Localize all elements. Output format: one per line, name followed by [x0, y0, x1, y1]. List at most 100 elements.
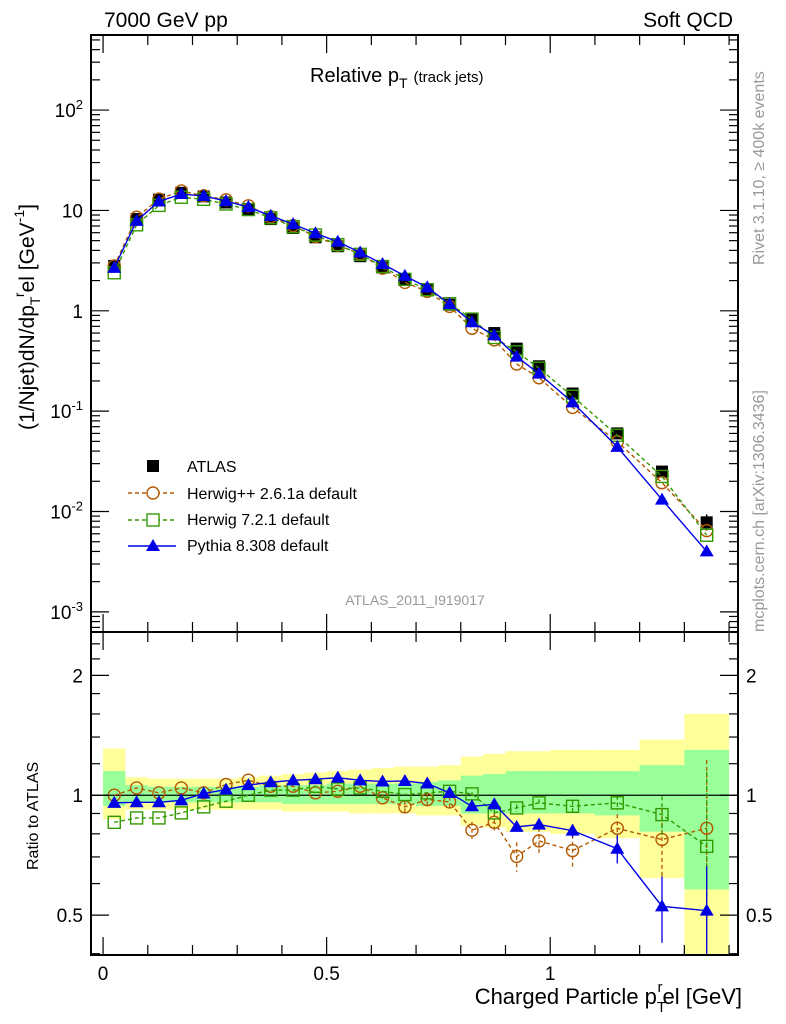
ratio-y-axis-label: Ratio to ATLAS [25, 762, 42, 870]
ratio-point-herwig-7-2-1-default [219, 794, 233, 808]
data-point-herwig-7-2-1-default [700, 528, 714, 542]
ratio-point-pythia-8-308-default [353, 773, 368, 786]
data-point-pythia-8-308-default [286, 217, 301, 230]
legend-marker-pythia [146, 539, 160, 551]
ratio-y-tick-label: 0.5 [57, 906, 83, 927]
band-green-bin [527, 771, 551, 814]
ratio-point-herwig-7-2-1-default [331, 782, 345, 796]
ratio-point-pythia-8-308-default [442, 785, 457, 798]
ratio-y-tick-label: 1 [72, 786, 83, 807]
data-point-pythia-8-308-default [610, 439, 625, 452]
ratio-point-herwig-7-2-1-default [655, 807, 669, 822]
y-tick-label: 1 [72, 302, 83, 323]
data-point-pythia-8-308-default [397, 268, 412, 281]
data-point-pythia-8-308-default [375, 257, 390, 270]
band-green-bin [594, 771, 640, 816]
data-point-pythia-8-308-default [353, 245, 368, 258]
data-point-atlas [655, 465, 668, 478]
ratio-point-herwig-7-2-1-default [398, 787, 412, 802]
ratio-point-pythia-8-308-default [196, 786, 211, 799]
ratio-y-tick-label: 2 [72, 666, 83, 687]
y-tick-label: 10-3 [50, 599, 83, 624]
chart-marks [107, 184, 714, 955]
ratio-point-pythia-8-308-default [487, 797, 502, 810]
legend-label-herwig7: Herwig 7.2.1 default [187, 512, 330, 529]
ratio-point-pythia-8-308-default [464, 799, 479, 812]
legend-label-pythia: Pythia 8.308 default [187, 538, 329, 555]
y-tick-label: 10-1 [50, 398, 83, 423]
data-point-pythia-8-308-default [487, 328, 502, 341]
ratio-point-herwig-2-6-1a-default [565, 843, 580, 858]
y-tick-label: 10 [62, 201, 83, 222]
ratio-point-pythia-8-308-default [397, 773, 412, 786]
ratio-point-pythia-8-308-default [174, 793, 189, 806]
ratio-point-pythia-8-308-default [330, 770, 345, 783]
legend-marker-atlas [147, 460, 159, 472]
ratio-point-pythia-8-308-default [375, 774, 390, 787]
data-point-pythia-8-308-default [107, 260, 122, 273]
legend-label-herwigpp: Herwig++ 2.6.1a default [187, 486, 357, 503]
data-point-pythia-8-308-default [532, 366, 547, 379]
x-tick-label: 0.5 [313, 964, 339, 985]
mcplots-text: mcplots.cern.ch [arXiv:1306.3436] [751, 390, 768, 632]
band-green-bin [483, 774, 506, 814]
ratio-point-herwig-7-2-1-default [152, 811, 166, 825]
chart-title: Relative pT (track jets) [310, 65, 484, 91]
axes: 10-3 10-2 10-1 1 10 102 0.5 0.5 1 1 2 2 0 0.5 1 [50, 34, 772, 985]
legend: ATLAS Herwig++ 2.6.1a default Herwig 7.2… [128, 459, 357, 555]
data-point-pythia-8-308-default [263, 208, 278, 221]
rivet-version-text: Rivet 3.1.10, ≥ 400k events [751, 71, 768, 265]
ratio-point-pythia-8-308-default [654, 899, 669, 912]
legend-marker-herwig7 [146, 513, 160, 527]
data-point-pythia-8-308-default [219, 194, 234, 207]
ratio-point-herwig-2-6-1a-default [465, 823, 479, 837]
ratio-point-herwig-2-6-1a-default [129, 781, 144, 795]
data-point-pythia-8-308-default [464, 315, 479, 328]
ratio-point-herwig-7-2-1-default [532, 796, 546, 810]
header-right: Soft QCD [643, 9, 733, 32]
band-green-bin [326, 783, 349, 805]
ratio-y-tick-label-right: 0.5 [746, 906, 772, 927]
ratio-point-pythia-8-308-default [241, 778, 256, 791]
ratio-point-herwig-2-6-1a-default [420, 792, 434, 807]
y-axis-label: (1/Njet)dN/dpTrel [GeV-1] [11, 204, 43, 430]
band-green-bin [550, 771, 595, 814]
x-tick-label: 0 [98, 964, 109, 985]
data-point-pythia-8-308-default [699, 544, 714, 557]
data-point-pythia-8-308-default [442, 297, 457, 310]
ratio-point-herwig-2-6-1a-default [532, 834, 546, 848]
x-tick-label: 1 [545, 964, 556, 985]
data-point-pythia-8-308-default [420, 280, 435, 293]
data-point-pythia-8-308-default [565, 395, 580, 408]
ratio-point-herwig-7-2-1-default [565, 799, 580, 814]
ratio-point-pythia-8-308-default [129, 795, 144, 808]
series-line-herwig-2-6-1a-default [113, 190, 708, 532]
ratio-point-pythia-8-308-default [420, 776, 435, 789]
legend-marker-herwigpp [146, 486, 160, 500]
data-point-pythia-8-308-default [196, 188, 211, 201]
ratio-point-pythia-8-308-default [699, 903, 714, 916]
ratio-uncertainty-bands [91, 713, 738, 955]
analysis-watermark: ATLAS_2011_I919017 [345, 592, 485, 608]
y-tick-label: 102 [55, 97, 83, 122]
data-point-pythia-8-308-default [509, 349, 524, 362]
data-point-pythia-8-308-default [654, 492, 669, 505]
ratio-point-herwig-7-2-1-default [174, 806, 189, 820]
data-point-herwig-7-2-1-default [655, 469, 669, 484]
data-point-atlas [533, 360, 546, 373]
ratio-point-herwig-2-6-1a-default [509, 849, 524, 864]
ratio-point-pythia-8-308-default [151, 795, 166, 808]
data-point-pythia-8-308-default [129, 213, 144, 226]
ratio-point-herwig-7-2-1-default [509, 801, 524, 815]
ratio-point-pythia-8-308-default [286, 773, 301, 786]
data-point-pythia-8-308-default [330, 234, 345, 247]
data-point-pythia-8-308-default [174, 187, 189, 200]
y-tick-label: 10-2 [50, 499, 83, 524]
ratio-point-pythia-8-308-default [509, 819, 524, 832]
x-axis-label: Charged Particle pTrel [GeV] [475, 979, 742, 1016]
ratio-point-herwig-7-2-1-default [610, 796, 624, 810]
ratio-point-pythia-8-308-default [565, 823, 580, 836]
ratio-y-tick-label-right: 1 [746, 786, 757, 807]
ratio-point-pythia-8-308-default [107, 795, 122, 808]
